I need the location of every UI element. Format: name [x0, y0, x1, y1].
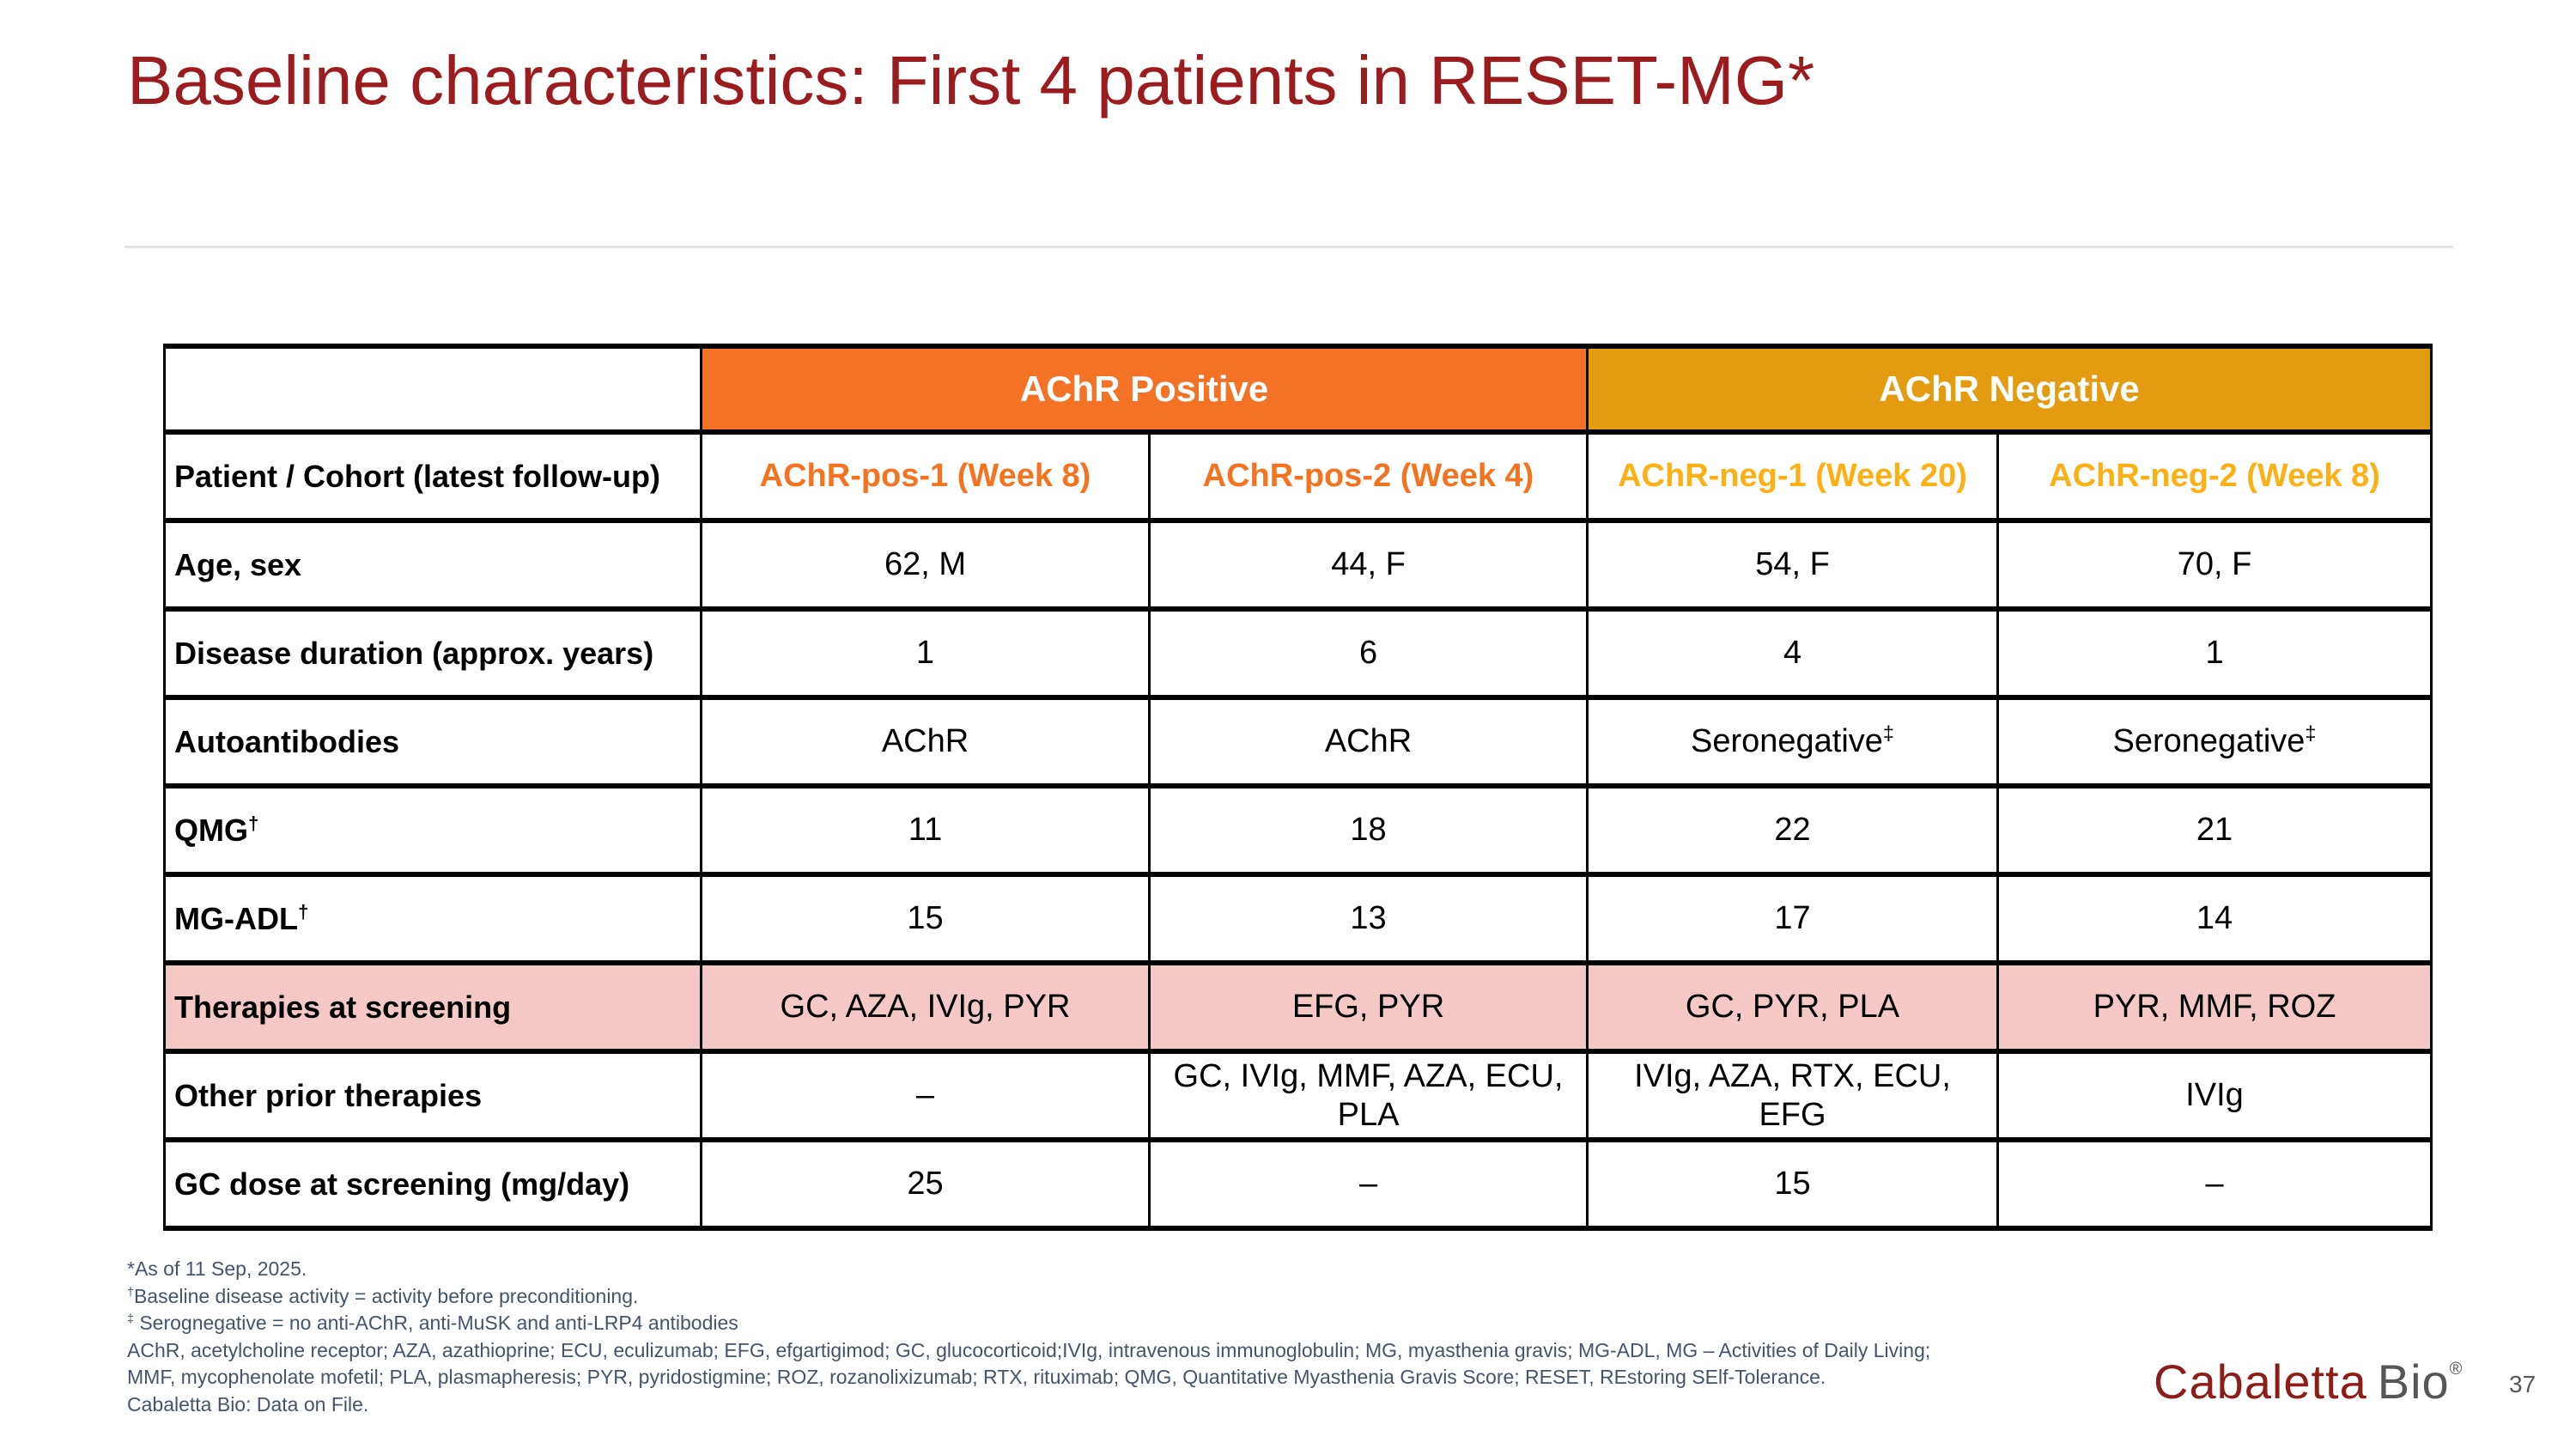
data-cell: 25	[700, 1137, 1151, 1231]
data-cell: 15	[700, 872, 1151, 965]
data-cell: GC, IVIg, MMF, AZA, ECU, PLA	[1147, 1049, 1589, 1142]
data-cell: 11	[700, 783, 1151, 877]
data-cell: GC, PYR, PLA	[1586, 960, 2000, 1054]
data-cell: IVIg, AZA, RTX, ECU, EFG	[1586, 1049, 2000, 1142]
table-row: MG-ADL† 15 13 17 14	[163, 872, 2433, 965]
data-cell: 22	[1586, 783, 2000, 877]
data-cell: 62, M	[700, 518, 1151, 612]
row-label-cell: Autoantibodies	[163, 695, 702, 788]
table-row: Disease duration (approx. years) 1 6 4 1	[163, 606, 2433, 700]
data-cell: EFG, PYR	[1147, 960, 1589, 1054]
table-row: QMG† 11 18 22 21	[163, 783, 2433, 877]
row-label-cell: Age, sex	[163, 518, 702, 612]
data-cell: Seronegative‡	[1996, 695, 2433, 788]
data-cell: 13	[1147, 872, 1589, 965]
data-cell: 21	[1996, 783, 2433, 877]
footnote-line: †Baseline disease activity = activity be…	[127, 1284, 639, 1307]
row-label-cell: Therapies at screening	[163, 960, 702, 1054]
cabaletta-bio-logo: Cabaletta Bio®	[2154, 1354, 2463, 1409]
registered-trademark-icon: ®	[2449, 1360, 2464, 1379]
group-header-achr-negative: AChR Negative	[1586, 344, 2433, 435]
data-cell: 1	[1996, 606, 2433, 700]
footnote-line: *As of 11 Sep, 2025.	[127, 1257, 307, 1280]
row-label-cell: GC dose at screening (mg/day)	[163, 1137, 702, 1231]
data-cell: AChR	[1147, 695, 1589, 788]
row-label-cell: MG-ADL†	[163, 872, 702, 965]
table-row: Therapies at screening GC, AZA, IVIg, PYR…	[163, 960, 2433, 1054]
footnote-line: MMF, mycophenolate mofetil; PLA, plasmap…	[127, 1366, 1826, 1388]
footnotes: *As of 11 Sep, 2025. †Baseline disease ac…	[127, 1256, 1930, 1418]
logo-text-cabaletta: Cabaletta	[2154, 1355, 2367, 1409]
data-cell: PYR, MMF, ROZ	[1996, 960, 2433, 1054]
data-cell: 44, F	[1147, 518, 1589, 612]
data-cell: AChR-pos-1 (Week 8)	[700, 429, 1151, 523]
table-corner-spacer	[163, 344, 702, 435]
footnote-line: Cabaletta Bio: Data on File.	[127, 1392, 369, 1416]
data-cell: AChR-neg-1 (Week 20)	[1586, 429, 2000, 523]
title-divider-rule	[125, 246, 2453, 248]
data-cell: –	[700, 1049, 1151, 1142]
group-header-row: AChR Positive AChR Negative	[163, 344, 2433, 435]
data-cell: –	[1996, 1137, 2433, 1231]
slide-title: Baseline characteristics: First 4 patien…	[127, 42, 1815, 119]
row-label-cell: Other prior therapies	[163, 1049, 702, 1142]
data-cell: GC, AZA, IVIg, PYR	[700, 960, 1151, 1054]
table-row: Patient / Cohort (latest follow-up) AChR-…	[163, 429, 2433, 523]
data-cell: AChR	[700, 695, 1151, 788]
page-number: 37	[2509, 1371, 2537, 1397]
group-header-achr-positive: AChR Positive	[699, 344, 1589, 435]
row-label-cell: Patient / Cohort (latest follow-up)	[163, 429, 702, 523]
footnote-line: ‡ Serognegative = no anti-AChR, anti-MuS…	[127, 1312, 738, 1334]
data-cell: Seronegative‡	[1586, 695, 2000, 788]
baseline-characteristics-table: AChR Positive AChR Negative Patient / Co…	[163, 344, 2433, 1231]
logo-text-bio: Bio	[2377, 1355, 2450, 1409]
table-row: GC dose at screening (mg/day) 25–15–	[163, 1137, 2433, 1231]
data-cell: 4	[1586, 606, 2000, 700]
data-cell: 1	[700, 606, 1151, 700]
data-cell: IVIg	[1996, 1049, 2433, 1142]
table-row: Other prior therapies – GC, IVIg, MMF, AZA…	[163, 1049, 2433, 1142]
data-cell: AChR-neg-2 (Week 8)	[1996, 429, 2433, 523]
data-cell: 14	[1996, 872, 2433, 965]
table-row: Age, sex 62, M 44, F 54, F 70, F	[163, 518, 2433, 612]
data-cell: 18	[1147, 783, 1589, 877]
data-cell: 17	[1586, 872, 2000, 965]
footnote-line: AChR, acetylcholine receptor; AZA, azath…	[127, 1338, 1931, 1361]
data-cell: 54, F	[1586, 518, 2000, 612]
table-body: Patient / Cohort (latest follow-up) AChR-…	[163, 429, 2433, 1231]
data-cell: AChR-pos-2 (Week 4)	[1147, 429, 1589, 523]
row-label-cell: Disease duration (approx. years)	[163, 606, 702, 700]
data-cell: –	[1147, 1137, 1589, 1231]
row-label-cell: QMG†	[163, 783, 702, 877]
data-cell: 70, F	[1996, 518, 2433, 612]
data-cell: 6	[1147, 606, 1589, 700]
data-cell: 15	[1586, 1137, 2000, 1231]
table-row: Autoantibodies AChR AChR Seronegative‡ Seron…	[163, 695, 2433, 788]
